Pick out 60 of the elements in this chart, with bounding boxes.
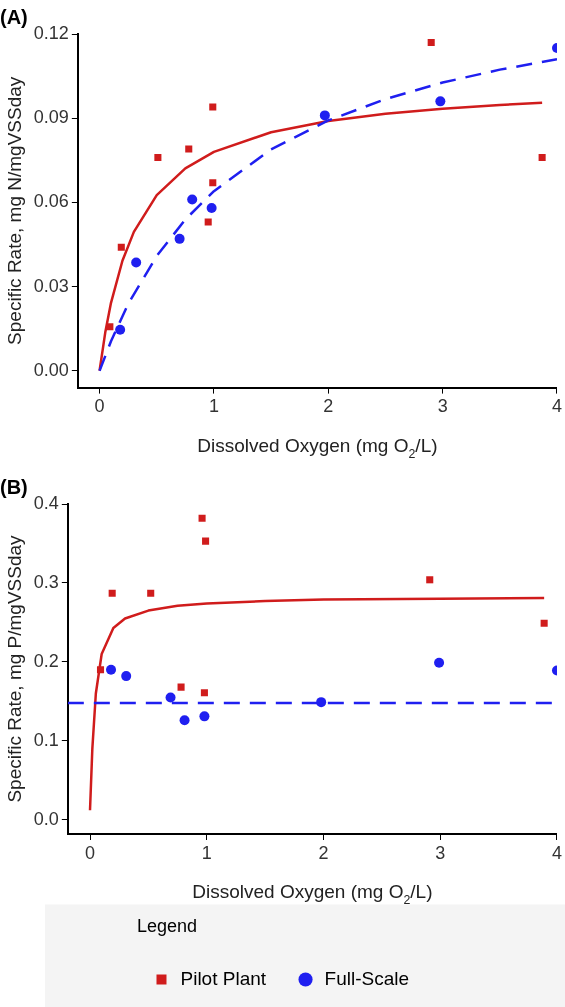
x-tick-label: 3 [437, 396, 448, 417]
point [198, 514, 206, 522]
chart-title: (A) [0, 5, 28, 28]
y-tick-label: 0.1 [33, 729, 59, 750]
y-tick-label: 0.03 [33, 275, 69, 296]
point [200, 689, 208, 697]
chart-title: (B) [0, 475, 28, 498]
point [121, 671, 132, 682]
point [206, 202, 217, 213]
x-tick-label: 1 [208, 396, 219, 417]
y-tick-label: 0.3 [33, 571, 59, 592]
point [154, 153, 162, 162]
point [174, 233, 185, 244]
point [108, 589, 116, 597]
y-tick-label: 0.06 [33, 191, 69, 212]
y-axis-title: Specific Rate, mg P/mgVSSday [3, 534, 25, 803]
legend-label: Pilot Plant [180, 967, 267, 989]
point [179, 715, 190, 726]
x-tick-label: 1 [201, 842, 212, 863]
x-tick-label: 2 [323, 396, 334, 417]
point [131, 257, 142, 268]
point [204, 218, 212, 226]
point [209, 179, 217, 187]
point [538, 153, 546, 162]
point [202, 537, 210, 545]
legend-label: Full-Scale [324, 967, 410, 989]
point [426, 576, 434, 584]
point [96, 666, 105, 674]
point [106, 323, 114, 331]
y-axis-title: Specific Rate, mg N/mgVSSday [3, 76, 25, 345]
point [177, 683, 185, 691]
x-tick-label: 4 [551, 396, 562, 417]
x-tick-label: 0 [85, 842, 96, 863]
x-tick-label: 4 [551, 842, 562, 863]
y-tick-label: 0.2 [33, 650, 59, 671]
y-tick-label: 0.4 [33, 492, 59, 513]
x-tick-label: 0 [94, 396, 105, 417]
point [106, 664, 117, 675]
point [187, 194, 198, 205]
point [319, 110, 330, 121]
point [316, 697, 327, 708]
y-tick-label: 0.0 [33, 808, 59, 829]
point [209, 103, 217, 111]
point [165, 692, 176, 703]
y-tick-label: 0.09 [33, 107, 69, 128]
point [147, 589, 155, 597]
point [434, 657, 445, 668]
x-tick-label: 3 [435, 842, 446, 863]
y-tick-label: 0.12 [33, 22, 69, 43]
point [185, 145, 193, 153]
point [435, 96, 446, 107]
line-series [98, 58, 557, 373]
point [199, 711, 210, 722]
x-tick-label: 2 [318, 842, 329, 863]
y-tick-label: 0.00 [33, 359, 69, 380]
point [427, 38, 435, 46]
point [117, 243, 125, 251]
point [115, 324, 126, 335]
point [540, 619, 548, 627]
legend-title: Legend [136, 916, 198, 937]
